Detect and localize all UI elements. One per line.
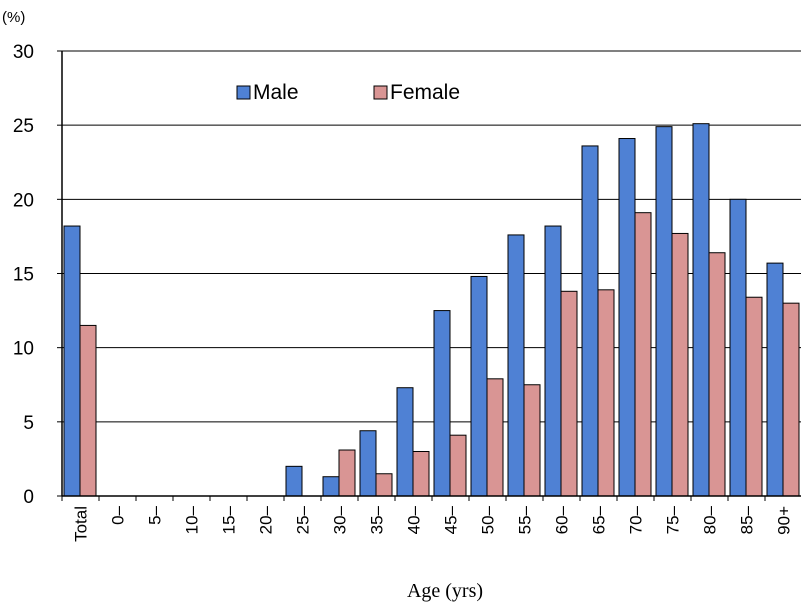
bar-female-9 xyxy=(412,451,430,497)
x-tick-label: 10– xyxy=(183,505,202,534)
y-tick-label: 15 xyxy=(13,265,34,286)
x-tick-label: 70– xyxy=(627,505,646,534)
bar-male-15 xyxy=(618,138,636,497)
x-tick-label: 0– xyxy=(109,505,128,524)
bar-male-12 xyxy=(507,234,525,497)
bar-female-18 xyxy=(745,296,763,497)
legend-label-female: Female xyxy=(390,81,460,104)
x-tick-label: 90+ xyxy=(775,506,794,535)
y-tick-label: 10 xyxy=(13,339,34,360)
y-tick-label: 5 xyxy=(23,413,34,434)
x-tick-label: 60– xyxy=(553,505,572,534)
x-tick-label: 35– xyxy=(368,505,387,534)
bar-female-7 xyxy=(338,449,356,497)
bar-male-14 xyxy=(581,145,599,497)
bar-male-6 xyxy=(285,465,303,497)
bar-male-16 xyxy=(655,126,673,497)
y-tick-label: 0 xyxy=(23,487,34,508)
bar-female-11 xyxy=(486,378,504,497)
x-tick-label: 45– xyxy=(442,505,461,534)
y-tick-label: 20 xyxy=(13,190,34,211)
bar-female-19 xyxy=(782,302,800,497)
x-tick-label: 15– xyxy=(220,505,239,534)
bar-male-10 xyxy=(433,310,451,497)
bar-male-17 xyxy=(692,123,710,497)
bars xyxy=(63,123,800,497)
x-tick-label: 85– xyxy=(738,505,757,534)
bar-female-12 xyxy=(523,384,541,497)
y-tick-label: 25 xyxy=(13,116,34,137)
bar-female-13 xyxy=(560,290,578,497)
x-tick-label: 30– xyxy=(331,505,350,534)
bar-female-10 xyxy=(449,434,467,497)
bar-male-0 xyxy=(63,225,81,497)
bar-male-13 xyxy=(544,225,562,497)
x-tick-label: 40– xyxy=(405,505,424,534)
bar-female-0 xyxy=(79,324,97,497)
bar-male-18 xyxy=(729,198,747,497)
x-tick-label: 55– xyxy=(516,505,535,534)
legend-swatch-female xyxy=(373,85,388,100)
bar-female-15 xyxy=(634,212,652,497)
y-tick-label: 30 xyxy=(13,42,34,63)
x-tick-label: 75– xyxy=(664,505,683,534)
gridlines xyxy=(62,50,801,423)
bar-female-14 xyxy=(597,289,615,497)
x-tick-label: 50– xyxy=(479,505,498,534)
bar-male-19 xyxy=(766,262,784,497)
legend-swatch-male xyxy=(236,85,251,100)
x-tick-label: 5– xyxy=(146,505,165,524)
bar-male-9 xyxy=(396,387,414,497)
bar-female-16 xyxy=(671,232,689,497)
bar-female-17 xyxy=(708,252,726,497)
bar-female-8 xyxy=(375,473,393,497)
axes xyxy=(57,50,801,501)
x-tick-label: 65– xyxy=(590,505,609,534)
x-tick-label: 25– xyxy=(294,505,313,534)
x-tick-label: 80– xyxy=(701,505,720,534)
x-tick-label: 20– xyxy=(257,505,276,534)
bar-male-7 xyxy=(322,476,340,497)
bar-male-8 xyxy=(359,430,377,497)
legend: Male Female xyxy=(236,81,460,104)
legend-label-male: Male xyxy=(253,81,299,104)
x-tick-labels: Total 0– 5– 10– 15– 20– 25– 30– 35– 40– 45– 50– 55– 6… xyxy=(72,505,794,541)
y-unit-label: (%) xyxy=(2,9,25,26)
x-axis-title: Age (yrs) xyxy=(407,580,483,602)
y-tick-labels: 0 5 10 15 20 25 30 xyxy=(13,42,34,508)
x-tick-label: Total xyxy=(72,506,91,542)
bar-male-11 xyxy=(470,275,488,497)
